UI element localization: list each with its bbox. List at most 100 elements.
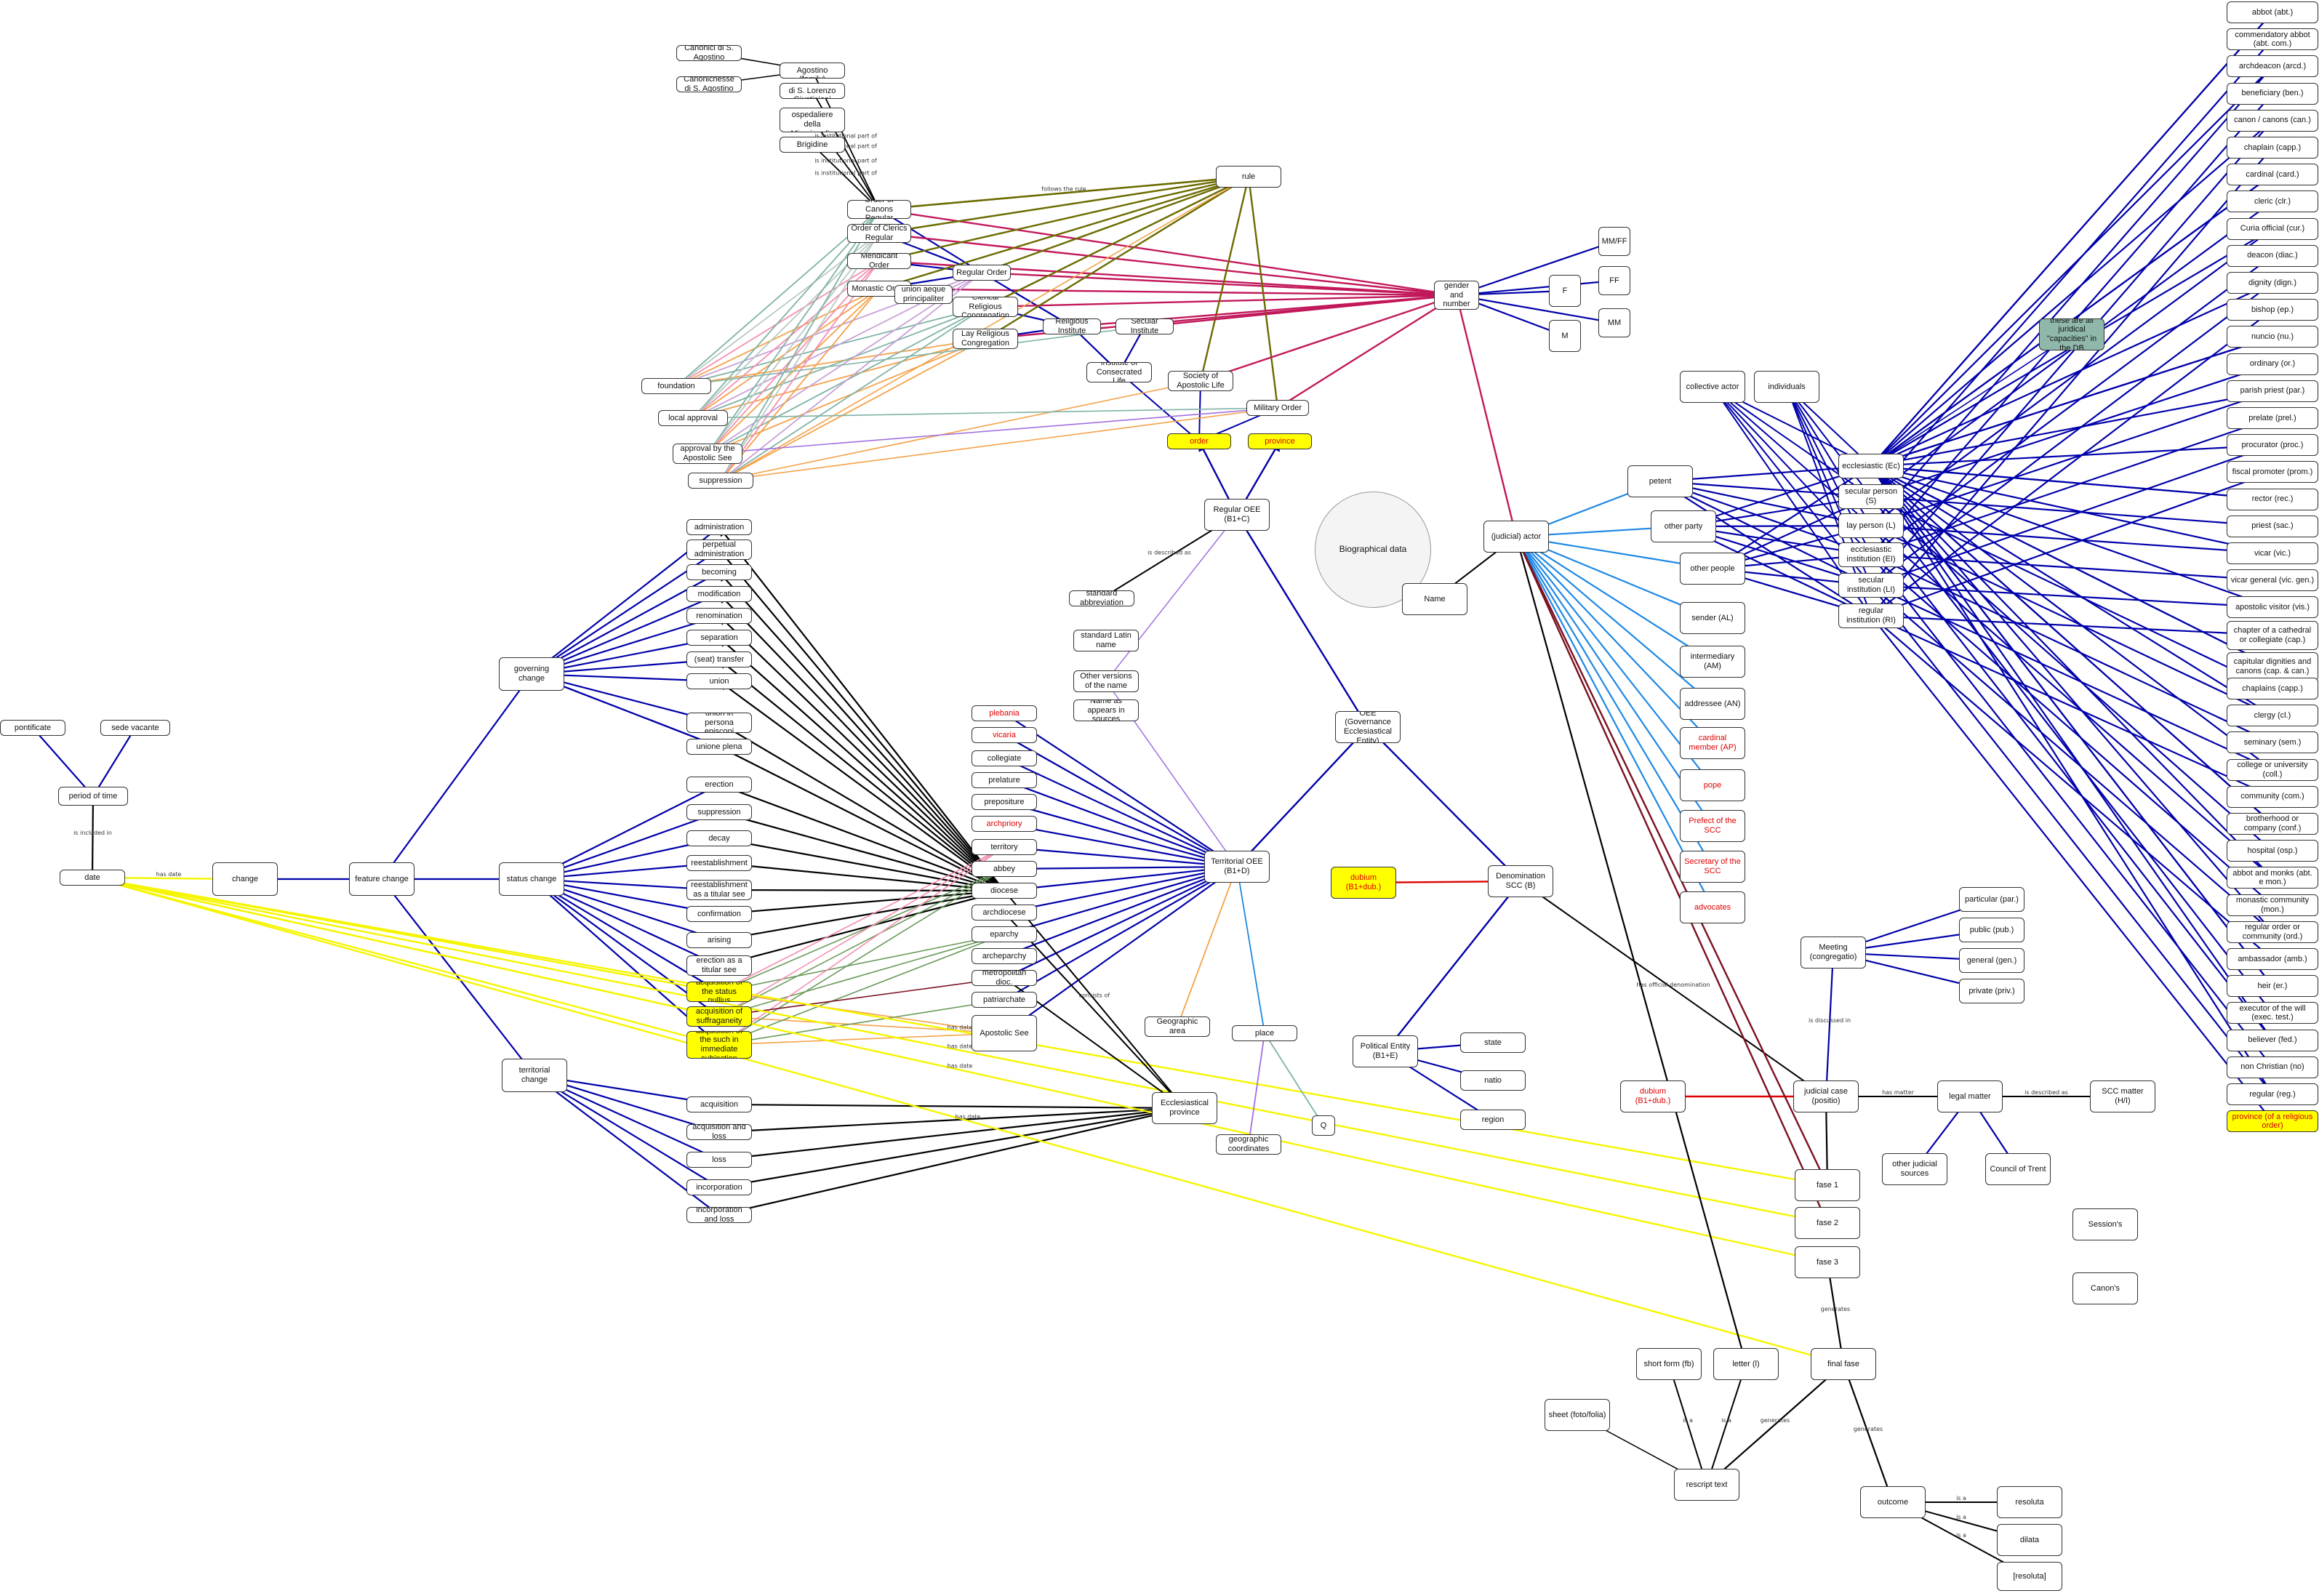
edge-232 [718,835,1005,892]
edge-323 [1515,536,1829,1224]
edge-label: generates [1854,1426,1883,1432]
edge-262 [32,727,94,797]
edge-154 [1870,444,2273,470]
node-vicaria: vicaria [972,727,1037,743]
node-cleric: cleric (clr.) [2227,191,2318,213]
edge-59 [692,305,987,419]
edge-45 [1236,726,1369,868]
edge-43 [1105,514,1238,682]
node-non-resoluta: [resoluta] [1997,1562,2062,1591]
edge-41 [1118,372,1200,442]
edge-130 [1870,12,2273,467]
edge-31 [1244,175,1279,409]
node-acq-immediate: acquisition of the such in immediate sub… [686,1031,752,1059]
edge-305 [1825,951,1838,1097]
node-ff: FF [1598,266,1630,295]
edge-label: is a [1721,1417,1731,1424]
edge-281 [1004,863,1238,914]
node-non-christian: non Christian (no) [2227,1056,2318,1078]
edge-269 [92,876,1828,1224]
edge-258 [381,673,532,881]
edge-294 [1366,726,1521,882]
node-beneficiary: beneficiary (ben.) [2227,82,2318,105]
edge-19 [981,272,1073,327]
edge-44 [1235,513,1369,728]
edge-223 [718,593,1005,891]
edge-label: is institutional part of [814,133,877,140]
node-rule: rule [1216,166,1281,188]
node-mmff: MM/FF [1598,227,1630,256]
node-union-persona: union in persona episcopi [686,713,752,733]
edge-244 [718,868,1005,993]
node-private: private (priv.) [1959,979,2024,1003]
edge-78 [676,324,1145,387]
edge-272 [1004,713,1238,867]
node-foundation: foundation [641,378,711,394]
node-union-aeque: union aeque principaliter [894,285,953,304]
node-collective-actor: collective actor [1680,371,1745,403]
node-sede-vacante: sede vacante [100,720,170,736]
node-political-entity: Political Entity (B1+E) [1353,1035,1418,1067]
node-acq-loss: acquisition and loss [686,1124,752,1140]
edge-124 [1659,481,1872,617]
node-plebania: plebania [972,705,1037,721]
node-confirmation: confirmation [686,906,752,922]
node-collegiate: collegiate [972,750,1037,766]
edge-18 [878,172,1250,211]
edge-label: generates [1761,1417,1790,1424]
edge-17 [878,287,1458,301]
edge-164 [1870,611,2273,636]
edge-322 [1515,536,1829,1187]
edge-256 [718,999,1005,1048]
node-short-form: short form (fb) [1636,1348,1702,1380]
edge-label: has matter [1882,1089,1915,1096]
node-secular-inst: Secular Institute [1116,318,1174,334]
node-hospital: hospital (osp.) [2227,840,2318,862]
edge-136 [1870,119,2273,467]
node-prefect-scc: Prefect of the SCC [1680,810,1745,842]
node-particular: particular (par.) [1959,887,2024,912]
node-erection: erection [686,777,752,793]
node-canons: Canon's [2072,1272,2138,1304]
edge-132 [1870,65,2273,526]
node-petent: petent [1627,465,1693,497]
node-meeting: Meeting (congregatio) [1801,937,1866,969]
node-administration: administration [686,519,752,535]
edge-300 [1520,881,1827,1097]
node-advocates: advocates [1680,891,1745,923]
node-reestablishment: reestablishment [686,855,752,871]
edge-131 [1870,39,2273,497]
edge-224 [718,615,1005,891]
edge-246 [718,989,1005,1034]
node-judicial-actor: (judicial) actor [1483,521,1549,553]
edge-148 [1870,336,2273,468]
node-archpriory: archpriory [972,816,1037,832]
edge-225 [718,637,1005,891]
edge-149 [1870,363,2273,499]
edge-label: is institutional part of [814,170,877,177]
edge-93 [1515,536,1714,705]
edge-290 [1176,866,1238,1028]
node-lay-rel: Lay Religious Congregation [953,329,1018,349]
edge-229 [718,746,1005,891]
node-curia-official: Curia official (cur.) [2227,217,2318,240]
node-patriarchate: patriarchate [972,992,1037,1008]
edge-34 [1200,293,1458,382]
edge-192 [1870,334,2072,467]
node-perpetual-admin: perpetual administration [686,540,752,560]
edge-254 [718,1032,1005,1048]
node-rector: rector (rec.) [2227,488,2318,510]
edge-48 [676,233,880,387]
edge-271 [92,876,1844,1366]
edge-243 [718,846,1005,993]
node-pontificate: pontificate [0,720,65,736]
edge-159 [1870,521,2273,555]
edge-189 [1870,584,2273,1095]
node-metropolitan: metropolitan dioc. [972,970,1037,986]
edge-145 [1870,281,2273,468]
node-becoming: becoming [686,564,752,580]
node-local-approval: local approval [658,410,728,426]
node-approval-apostolic: approval by the Apostolic See [673,444,742,464]
node-canonichesse1: Canonichesse di S. Agostino [676,76,742,92]
